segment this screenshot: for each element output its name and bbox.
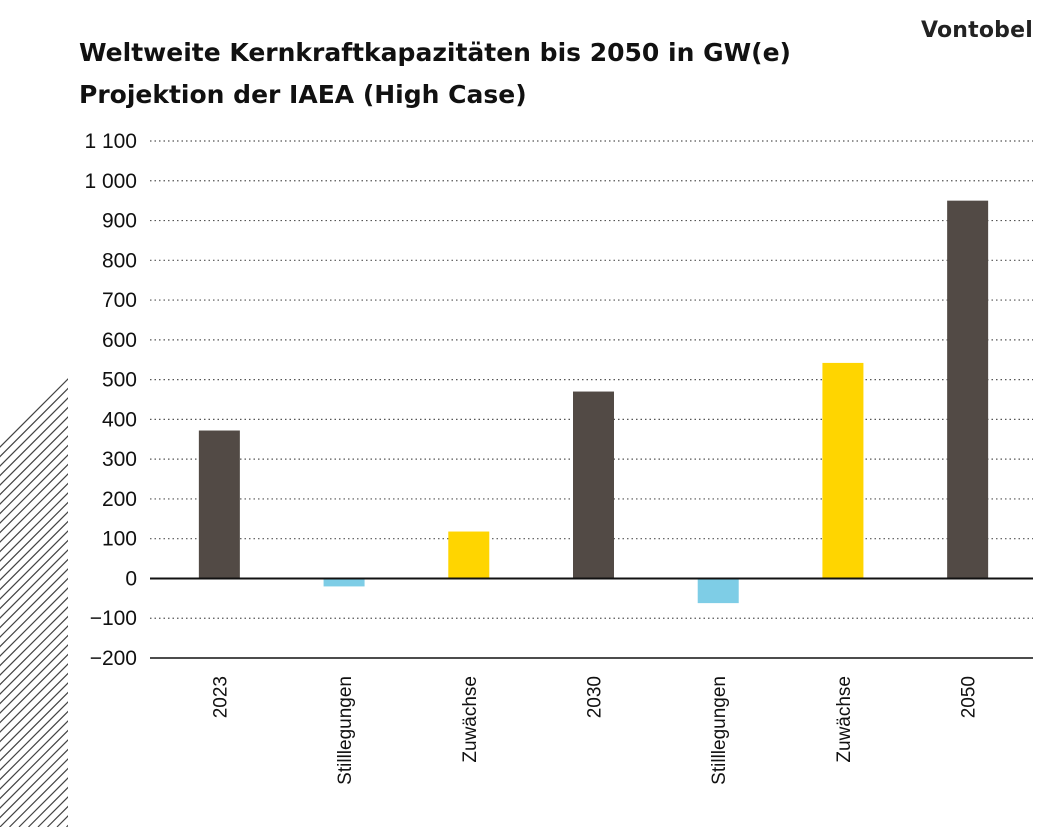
- x-category-label: Zuwächse: [460, 676, 481, 763]
- y-tick-label: 1 000: [84, 170, 137, 193]
- bar-decrease: [697, 578, 739, 604]
- y-tick-label: 200: [102, 488, 137, 511]
- y-tick-label: 300: [102, 448, 137, 471]
- x-category-label: 2030: [585, 676, 606, 718]
- x-category-label: 2023: [210, 676, 231, 718]
- y-tick-label: −100: [90, 607, 137, 630]
- hatch-line: [0, 397, 68, 467]
- hatch-line: [0, 378, 68, 448]
- y-tick-label: 500: [102, 369, 137, 392]
- y-tick-label: 800: [102, 249, 137, 272]
- y-tick-label: 900: [102, 210, 137, 233]
- chart-subtitle: Projektion der IAEA (High Case): [79, 80, 527, 109]
- y-tick-label: 700: [102, 289, 137, 312]
- y-tick-label: −200: [90, 647, 137, 670]
- hatch-line: [0, 663, 68, 733]
- hatch-line: [0, 644, 68, 714]
- x-category-label: Stilllegungen: [335, 676, 356, 785]
- brand-logo: Vontobel: [920, 18, 1033, 43]
- hatch-line: [0, 406, 68, 477]
- y-tick-label: 100: [102, 528, 137, 551]
- x-category-label: 2050: [959, 676, 980, 718]
- hatched-margin-decoration: [0, 378, 68, 827]
- y-tick-label: 1 100: [84, 130, 137, 153]
- y-tick-label: 600: [102, 329, 137, 352]
- y-tick-label: 400: [102, 408, 137, 431]
- y-tick-label: 0: [125, 567, 137, 590]
- hatch-line: [0, 653, 68, 724]
- hatch-line: [0, 672, 68, 743]
- bar-increase: [448, 531, 490, 579]
- hatch-line: [0, 634, 68, 705]
- bar-total: [573, 391, 614, 579]
- hatch-line: [0, 387, 68, 458]
- bar-decrease: [323, 578, 365, 587]
- x-category-label: Stilllegungen: [709, 676, 730, 785]
- bar-total: [947, 200, 989, 579]
- bar-increase: [822, 362, 864, 579]
- chart-title: Weltweite Kernkraftkapazitäten bis 2050 …: [79, 38, 791, 67]
- bar-total: [198, 430, 240, 579]
- hatch-line: [0, 682, 68, 752]
- x-category-label: Zuwächse: [834, 676, 855, 763]
- hatch-line: [0, 625, 68, 695]
